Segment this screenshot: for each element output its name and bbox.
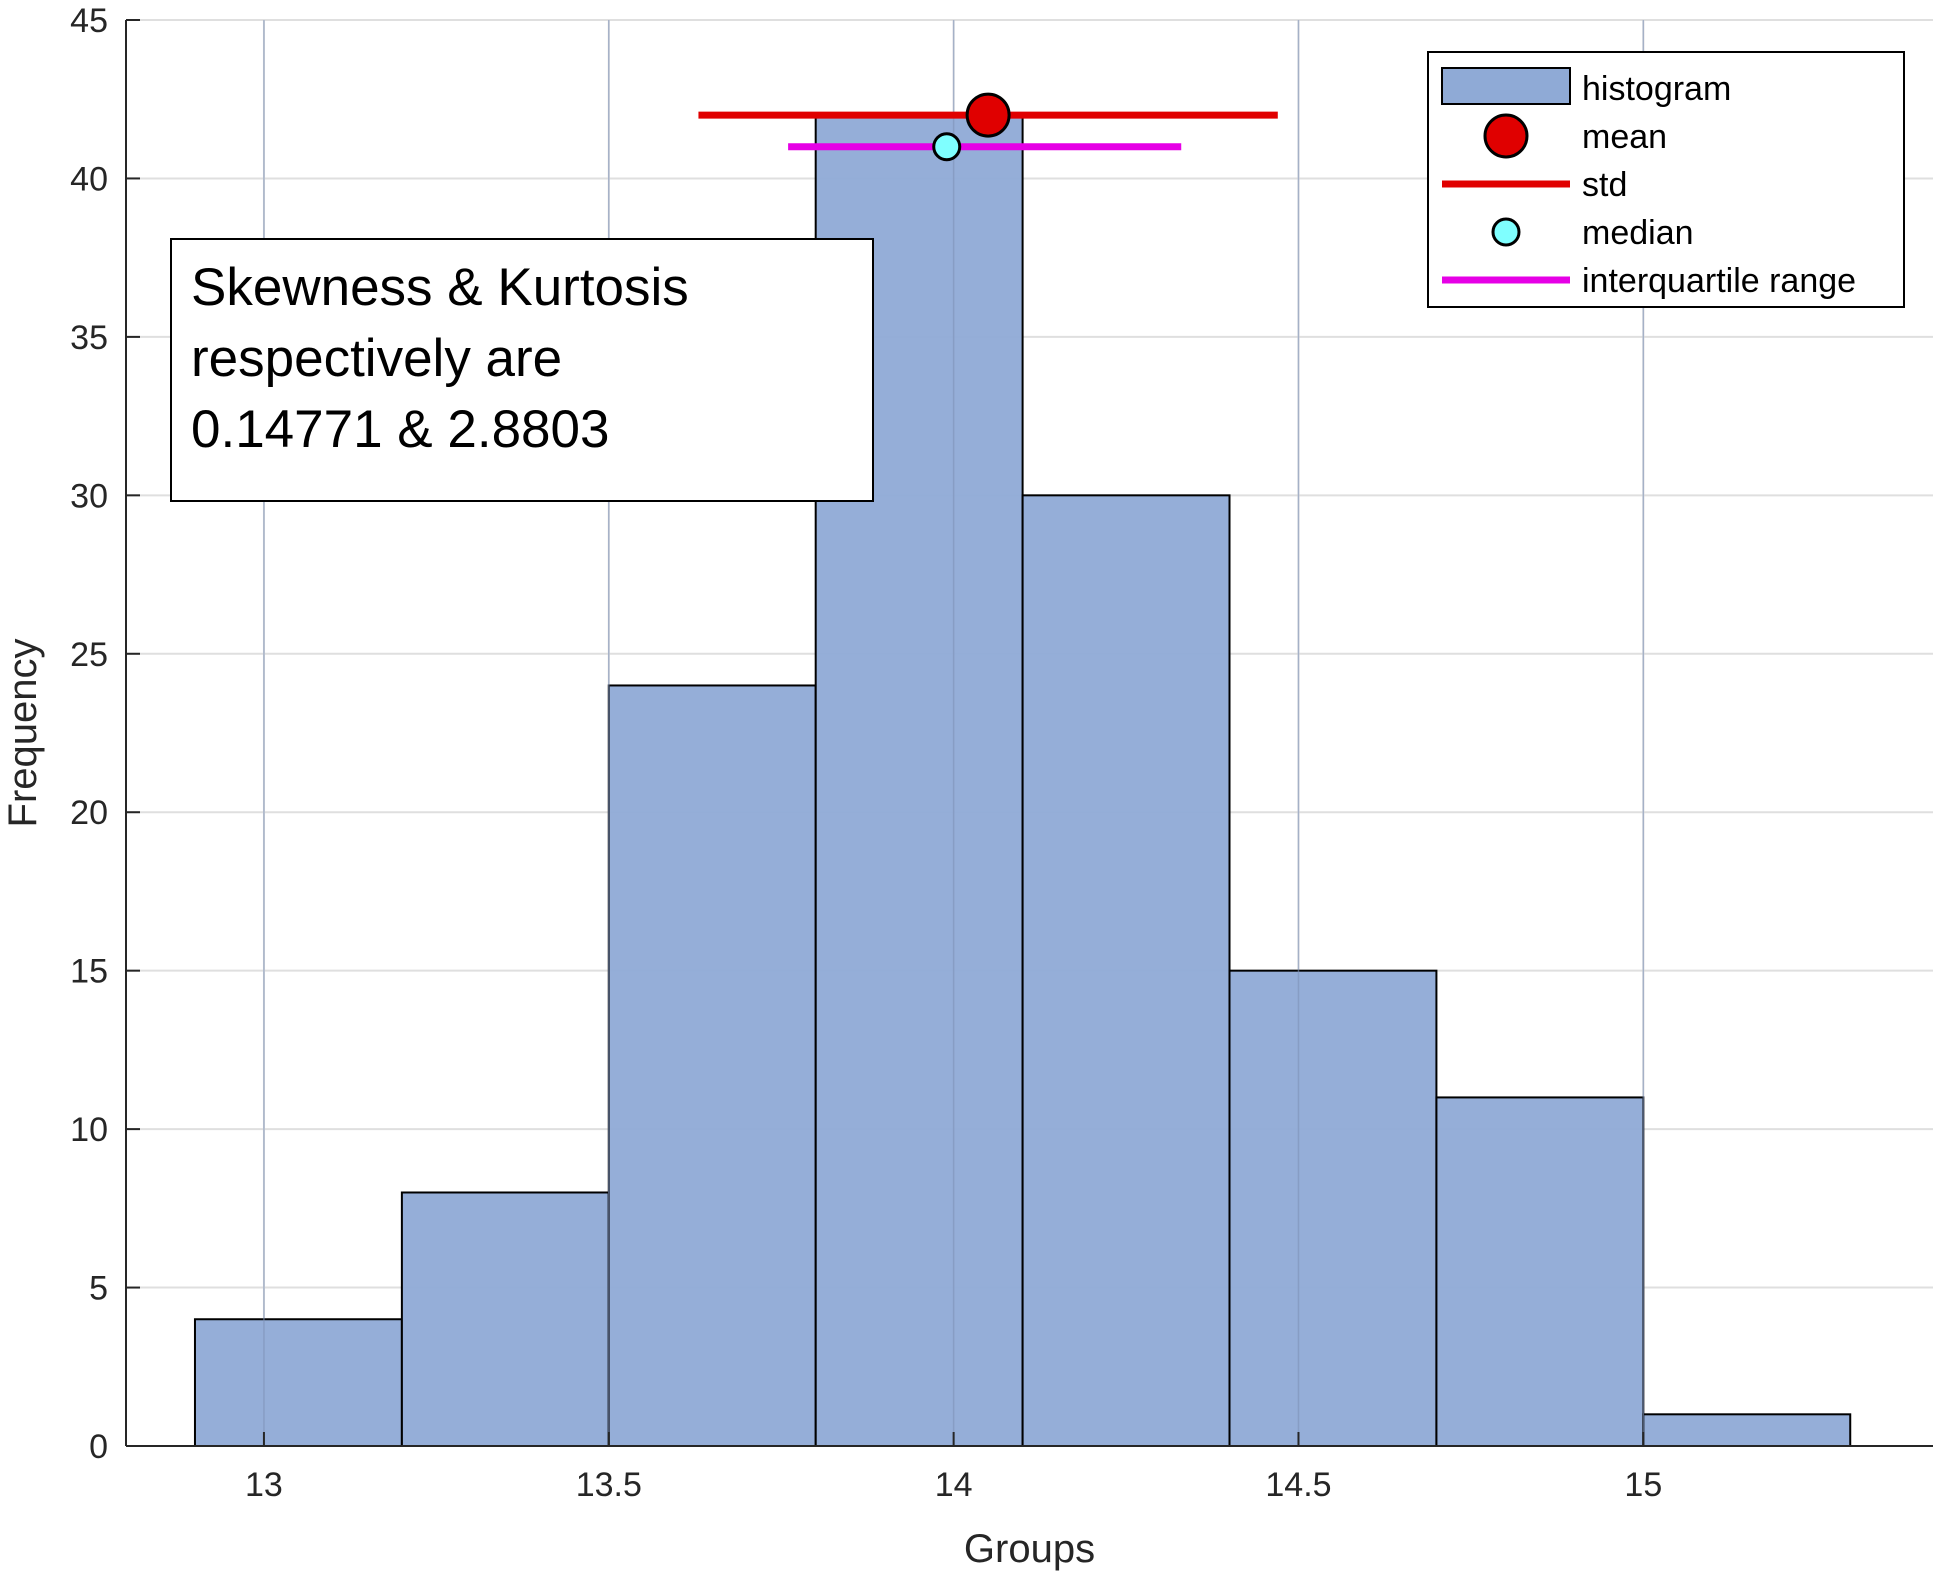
y-tick-label: 0 [89, 1428, 108, 1466]
y-tick-label: 35 [70, 319, 108, 357]
annotation-frame [170, 238, 874, 502]
x-tick-label: 13.5 [576, 1466, 642, 1504]
legend-mean-marker [1483, 113, 1529, 159]
y-tick-label: 10 [70, 1111, 108, 1149]
x-tick-label: 13 [245, 1466, 283, 1504]
y-tick-label: 15 [70, 953, 108, 991]
y-tick-label: 40 [70, 160, 108, 198]
x-axis-title: Groups [964, 1527, 1095, 1571]
y-tick-label: 25 [70, 636, 108, 674]
legend-label: median [1582, 214, 1694, 252]
histogram-bar [400, 1191, 610, 1447]
axes [125, 19, 1933, 1447]
legend-median-marker [1491, 217, 1521, 247]
legend: histogram mean std median interquartile rang… [1427, 51, 1905, 308]
histogram-bar [607, 684, 817, 1447]
y-tick-label: 5 [89, 1270, 108, 1308]
y-tick-label: 45 [70, 2, 108, 40]
y-axis-title: Frequency [1, 639, 45, 828]
y-tick-label: 30 [70, 477, 108, 515]
legend-label: std [1582, 166, 1627, 204]
statistics-markers [698, 92, 1278, 162]
histogram-bar [1228, 969, 1438, 1448]
histogram-bar [193, 1318, 403, 1447]
legend-label: interquartile range [1582, 262, 1856, 300]
x-tick-label: 15 [1624, 1466, 1662, 1504]
histogram-bars [193, 20, 1852, 1448]
x-tick-label: 14 [935, 1466, 973, 1504]
histogram-bar [1435, 1096, 1645, 1448]
annotation-line: 0.14771 & 2.8803 [191, 400, 610, 459]
legend-label: histogram [1582, 70, 1731, 108]
y-tick-label: 20 [70, 794, 108, 832]
tick-labels: 0 5 10 15 20 25 30 35 40 45 13 13.5 14 14.5 15 [70, 2, 1662, 1504]
annotation-box: Skewness & Kurtosis respectively are 0.147… [170, 238, 874, 502]
legend-label: mean [1582, 118, 1667, 156]
mean-marker [965, 92, 1011, 138]
annotation-line: Skewness & Kurtosis [191, 258, 689, 317]
histogram-bar [1021, 494, 1231, 1448]
x-tick-label: 14.5 [1265, 1466, 1331, 1504]
median-marker [932, 132, 962, 162]
annotation-line: respectively are [191, 329, 562, 388]
legend-histogram-swatch [1441, 67, 1571, 105]
histogram-bar [1642, 1413, 1852, 1448]
